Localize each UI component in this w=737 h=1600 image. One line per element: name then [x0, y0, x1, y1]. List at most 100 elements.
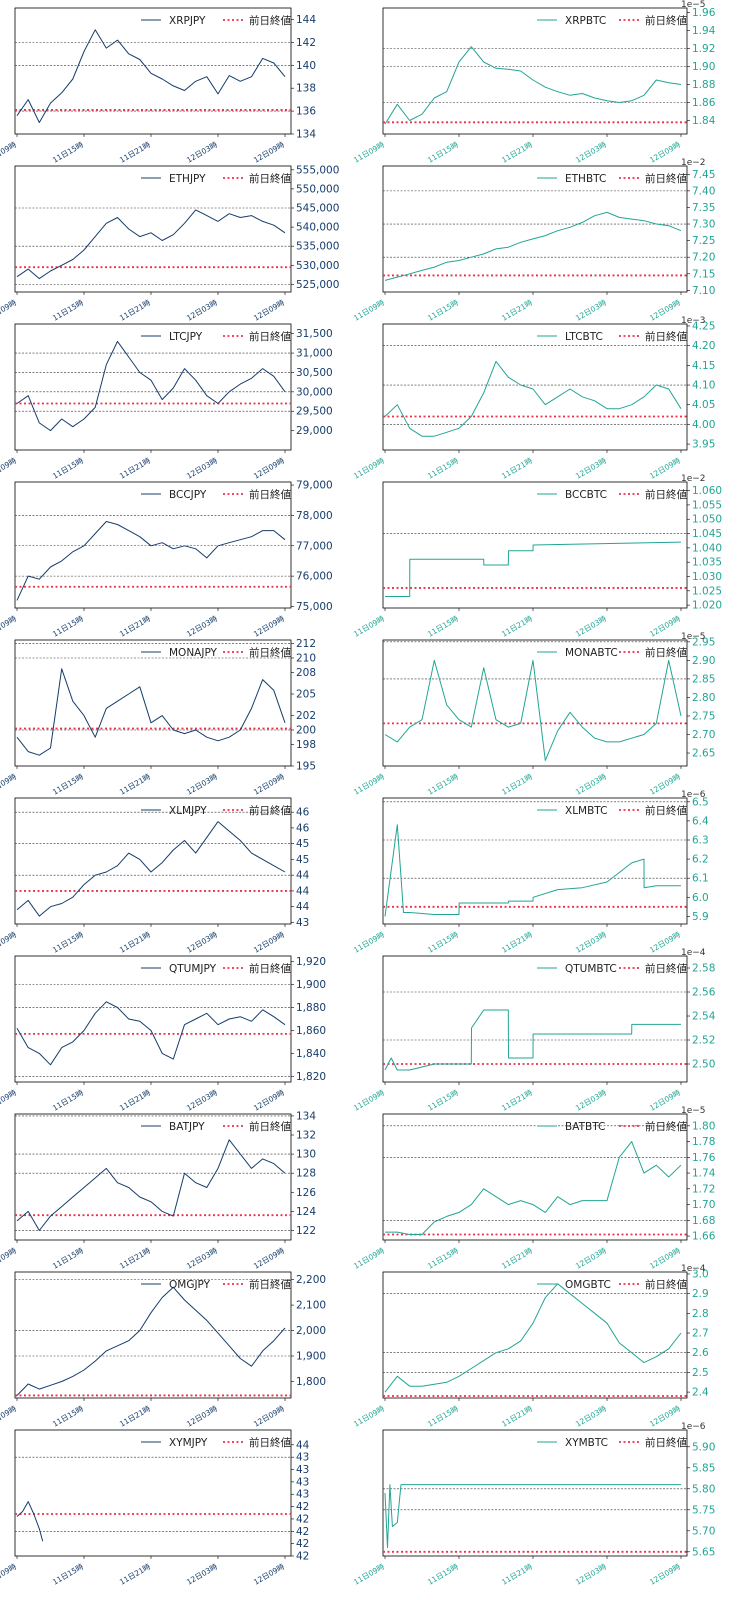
- x-tick-label: 12日09時: [252, 772, 286, 797]
- x-tick-label: 11日09時: [0, 772, 18, 797]
- x-tick-label: 11日15時: [51, 1404, 85, 1429]
- x-tick-label: 11日15時: [426, 930, 460, 955]
- x-tick-label: 11日09時: [0, 298, 18, 323]
- legend-prev-close-label: 前日終値: [645, 646, 687, 659]
- y-tick-label: 535,000: [296, 241, 339, 253]
- y-tick-label: 42: [296, 1526, 309, 1538]
- exponent-label: 1e−6: [681, 790, 706, 800]
- x-tick-label: 12日03時: [574, 140, 608, 165]
- x-tick-label: 11日21時: [118, 614, 152, 639]
- series-line-xlmjpy: [16, 821, 286, 917]
- y-tick-label: 76,000: [296, 571, 333, 583]
- y-tick-label: 42: [296, 1538, 309, 1550]
- legend-prev-close-label: 前日終値: [645, 1436, 687, 1449]
- y-tick-label: 1,900: [296, 979, 326, 991]
- x-tick-label: 11日15時: [51, 298, 85, 323]
- x-tick-label: 11日09時: [352, 1562, 386, 1587]
- x-tick-label: 12日03時: [185, 456, 219, 481]
- y-tick-label: 6.5: [692, 796, 709, 808]
- y-tick-label: 210: [296, 653, 316, 665]
- x-tick-label: 11日21時: [500, 1562, 534, 1587]
- legend-series-label: OMGJPY: [169, 1279, 211, 1291]
- y-tick-label: 2.50: [692, 1059, 715, 1071]
- y-tick-label: 1.90: [692, 61, 715, 73]
- x-tick-label: 12日09時: [252, 456, 286, 481]
- x-tick-label: 11日15時: [51, 772, 85, 797]
- y-tick-label: 46: [296, 807, 310, 819]
- y-tick-label: 29,500: [296, 406, 333, 418]
- x-tick-label: 11日09時: [0, 1562, 18, 1587]
- y-tick-label: 545,000: [296, 203, 339, 215]
- legend-prev-close-label: 前日終値: [645, 804, 687, 817]
- y-tick-label: 1.88: [692, 79, 715, 91]
- y-tick-label: 6.0: [692, 892, 709, 904]
- plot-frame: [14, 323, 292, 451]
- x-tick-label: 11日21時: [118, 1562, 152, 1587]
- x-tick-label: 12日09時: [648, 1246, 682, 1271]
- y-tick-label: 6.2: [692, 854, 709, 866]
- x-tick-label: 11日15時: [426, 1562, 460, 1587]
- exponent-label: 1e−6: [681, 1422, 706, 1432]
- x-tick-label: 11日15時: [51, 456, 85, 481]
- legend: QTUMBTC 前日終値: [537, 962, 687, 975]
- plot-frame: [14, 7, 292, 135]
- y-tick-label: 29,000: [296, 425, 333, 437]
- y-tick-label: 122: [296, 1225, 316, 1237]
- x-tick-label: 12日09時: [252, 140, 286, 165]
- y-tick-label: 1.035: [692, 557, 722, 569]
- plot-frame: [382, 481, 688, 609]
- chart-batbtc: 1.66 1.68 1.70 1.72 1.74 1.76 1.78 1.80 1e−5 11日0…: [352, 1106, 716, 1271]
- y-tick-label: 130: [296, 1149, 316, 1161]
- legend-series-label: XRPBTC: [565, 15, 606, 27]
- x-tick-label: 11日21時: [500, 772, 534, 797]
- y-tick-label: 6.1: [692, 873, 709, 885]
- plot-frame: [14, 481, 292, 609]
- legend-series-label: ETHJPY: [169, 173, 206, 185]
- y-tick-label: 142: [296, 37, 316, 49]
- x-tick-label: 11日21時: [500, 1246, 534, 1271]
- series-line-xrpjpy: [16, 29, 286, 123]
- y-tick-label: 138: [296, 83, 316, 95]
- y-tick-label: 7.15: [692, 268, 715, 280]
- legend-prev-close-label: 前日終値: [645, 14, 687, 27]
- x-tick-label: 12日03時: [185, 140, 219, 165]
- x-tick-label: 11日21時: [500, 930, 534, 955]
- x-tick-label: 11日15時: [51, 614, 85, 639]
- y-tick-label: 208: [296, 667, 316, 679]
- series-line-monabtc: [384, 659, 682, 761]
- y-tick-label: 7.45: [692, 169, 715, 181]
- series-line-xlmbtc: [384, 824, 681, 917]
- y-tick-label: 1.025: [692, 585, 722, 597]
- y-tick-label: 2.52: [692, 1035, 715, 1047]
- chart-ltcjpy: 29,000 29,500 30,000 30,500 31,000 31,500 11日0…: [0, 323, 333, 481]
- y-tick-label: 1.040: [692, 542, 722, 554]
- legend: BCCBTC 前日終値: [537, 488, 687, 501]
- y-tick-label: 42: [296, 1513, 309, 1525]
- y-tick-label: 7.40: [692, 185, 715, 197]
- legend-prev-close-label: 前日終値: [249, 172, 291, 185]
- y-tick-label: 1.74: [692, 1168, 716, 1180]
- x-tick-label: 12日09時: [252, 298, 286, 323]
- y-tick-label: 78,000: [296, 510, 333, 522]
- legend-series-label: BCCBTC: [565, 489, 607, 501]
- y-tick-label: 4.15: [692, 360, 715, 372]
- y-tick-label: 2.9: [692, 1288, 709, 1300]
- x-tick-label: 11日15時: [426, 1246, 460, 1271]
- x-tick-label: 12日03時: [574, 1246, 608, 1271]
- y-tick-label: 43: [296, 1476, 309, 1488]
- legend-prev-close-label: 前日終値: [645, 1120, 687, 1133]
- x-tick-label: 11日21時: [118, 772, 152, 797]
- x-tick-label: 12日03時: [574, 772, 608, 797]
- x-tick-label: 12日03時: [185, 930, 219, 955]
- x-tick-label: 11日15時: [426, 456, 460, 481]
- legend: BCCJPY 前日終値: [141, 488, 291, 501]
- legend: ETHJPY 前日終値: [141, 172, 291, 185]
- y-tick-label: 1,820: [296, 1071, 326, 1083]
- x-tick-label: 11日09時: [352, 140, 386, 165]
- plot-frame: [14, 165, 292, 293]
- legend: MONAJPY 前日終値: [141, 646, 291, 659]
- y-tick-label: 44: [296, 885, 310, 897]
